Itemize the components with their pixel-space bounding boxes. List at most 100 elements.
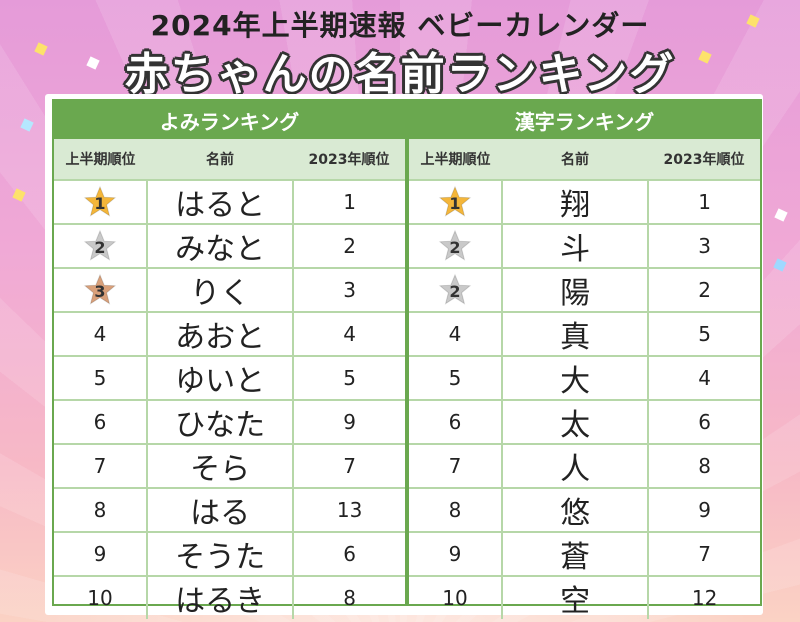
prev-rank-cell: 2 — [343, 234, 356, 258]
name-cell: 悠 — [503, 489, 650, 531]
table-row: 4 あおと 4 — [54, 311, 405, 355]
table-row: 4 真 5 — [409, 311, 760, 355]
header-subtitle: 2024年上半期速報 ベビーカレンダー — [150, 9, 650, 42]
prev-rank-cell: 7 — [698, 542, 711, 566]
confetti-decoration — [12, 188, 26, 202]
rank-cell: 5 — [54, 357, 148, 399]
rank-number: 7 — [93, 454, 107, 478]
prev-rank-cell: 9 — [698, 498, 711, 522]
table-row: 7 人 8 — [409, 443, 760, 487]
star-medal-icon: 2 — [438, 273, 472, 307]
name-cell: 太 — [503, 401, 650, 443]
star-medal-icon: 3 — [83, 273, 117, 307]
rank-number: 2 — [449, 238, 461, 257]
name-cell: 空 — [503, 577, 650, 619]
confetti-decoration — [20, 118, 34, 132]
column-header-prev-rank: 2023年順位 — [663, 152, 745, 168]
name-cell: はるき — [148, 577, 295, 619]
column-header-rank: 上半期順位 — [420, 152, 491, 168]
rank-number: 10 — [87, 586, 113, 610]
yomi-ranking-title: よみランキング — [54, 101, 405, 139]
rank-number: 9 — [448, 542, 462, 566]
rank-cell: 4 — [54, 313, 148, 355]
confetti-decoration — [774, 208, 788, 222]
rank-cell: 8 — [409, 489, 503, 531]
prev-rank-cell: 4 — [698, 366, 711, 390]
kanji-column-headers: 上半期順位 名前 2023年順位 — [409, 139, 760, 179]
name-cell: みなと — [148, 225, 295, 267]
rank-cell: 10 — [409, 577, 503, 619]
star-medal-icon: 2 — [438, 229, 472, 263]
yomi-column-headers: 上半期順位 名前 2023年順位 — [54, 139, 405, 179]
rank-cell: 7 — [54, 445, 148, 487]
prev-rank-cell: 5 — [343, 366, 356, 390]
table-row: 8 悠 9 — [409, 487, 760, 531]
table-row: 6 太 6 — [409, 399, 760, 443]
column-header-rank: 上半期順位 — [65, 152, 136, 168]
name-cell: 斗 — [503, 225, 650, 267]
name-cell: 真 — [503, 313, 650, 355]
rank-cell: 9 — [54, 533, 148, 575]
prev-rank-cell: 5 — [698, 322, 711, 346]
prev-rank-cell: 3 — [343, 278, 356, 302]
rank-number: 8 — [448, 498, 462, 522]
star-medal-icon: 2 — [83, 229, 117, 263]
rank-number: 1 — [449, 194, 461, 213]
table-row: 9 蒼 7 — [409, 531, 760, 575]
column-header-prev-rank: 2023年順位 — [308, 152, 390, 168]
rank-number: 6 — [448, 410, 462, 434]
table-row: 1 翔 1 — [409, 179, 760, 223]
prev-rank-cell: 6 — [698, 410, 711, 434]
rank-cell: 6 — [409, 401, 503, 443]
prev-rank-cell: 12 — [691, 586, 718, 610]
name-cell: りく — [148, 269, 295, 311]
rank-cell: 3 — [54, 269, 148, 311]
rank-number: 3 — [94, 282, 106, 301]
rank-number: 6 — [93, 410, 107, 434]
name-cell: あおと — [148, 313, 295, 355]
rank-cell: 4 — [409, 313, 503, 355]
rank-number: 4 — [448, 322, 462, 346]
prev-rank-cell: 8 — [343, 586, 356, 610]
prev-rank-cell: 6 — [343, 542, 356, 566]
rank-cell: 6 — [54, 401, 148, 443]
table-row: 2 斗 3 — [409, 223, 760, 267]
rank-cell: 10 — [54, 577, 148, 619]
table-row: 7 そら 7 — [54, 443, 405, 487]
prev-rank-cell: 1 — [343, 190, 356, 214]
name-cell: はる — [148, 489, 295, 531]
ranking-board: よみランキング 上半期順位 名前 2023年順位 1 はると 1 2 みなと 2 3 りく 3 4… — [45, 94, 763, 619]
name-cell: 翔 — [503, 181, 650, 223]
prev-rank-cell: 13 — [336, 498, 363, 522]
rank-number: 1 — [94, 194, 106, 213]
rank-number: 5 — [93, 366, 107, 390]
table-row: 5 ゆいと 5 — [54, 355, 405, 399]
column-header-name: 名前 — [206, 152, 234, 168]
name-cell: ひなた — [148, 401, 295, 443]
rank-cell: 7 — [409, 445, 503, 487]
name-cell: そら — [148, 445, 295, 487]
rank-cell: 8 — [54, 489, 148, 531]
prev-rank-cell: 9 — [343, 410, 356, 434]
column-header-name: 名前 — [561, 152, 589, 168]
page-title: 赤ちゃんの名前ランキング — [124, 49, 676, 100]
table-row: 2 みなと 2 — [54, 223, 405, 267]
prev-rank-cell: 4 — [343, 322, 356, 346]
rank-number: 4 — [93, 322, 107, 346]
table-row: 6 ひなた 9 — [54, 399, 405, 443]
table-row: 8 はる 13 — [54, 487, 405, 531]
yomi-ranking-panel: よみランキング 上半期順位 名前 2023年順位 1 はると 1 2 みなと 2 3 りく 3 4… — [52, 99, 407, 619]
prev-rank-cell: 3 — [698, 234, 711, 258]
table-row: 10 空 12 — [409, 575, 760, 619]
rank-cell: 1 — [54, 181, 148, 223]
table-row: 3 りく 3 — [54, 267, 405, 311]
confetti-decoration — [773, 258, 787, 272]
table-row: 9 そうた 6 — [54, 531, 405, 575]
rank-number: 5 — [448, 366, 462, 390]
rank-cell: 2 — [54, 225, 148, 267]
kanji-rows: 1 翔 1 2 斗 3 2 陽 2 4 真 5 5 大 4 6 太 6 7 人 8 8 悠 9 9 蒼 7 10 空 12 — [409, 179, 760, 619]
table-row: 5 大 4 — [409, 355, 760, 399]
rank-number: 2 — [94, 238, 106, 257]
rank-number: 2 — [449, 282, 461, 301]
